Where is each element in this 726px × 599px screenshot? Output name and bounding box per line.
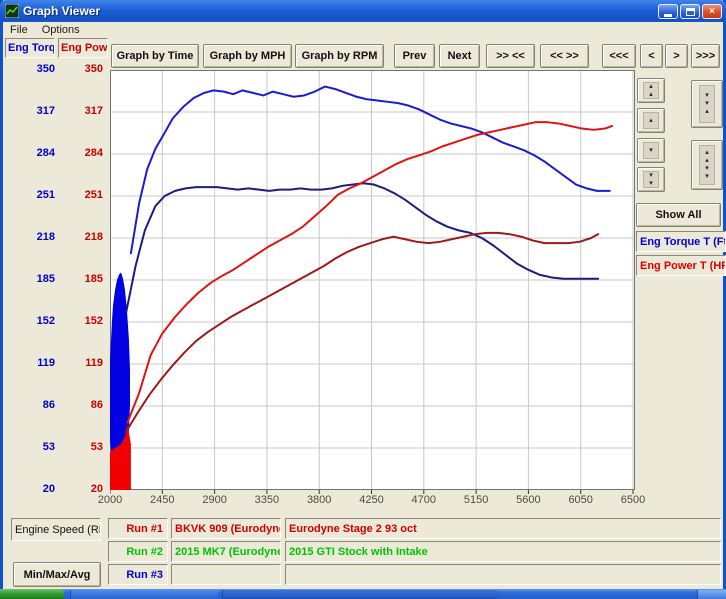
rpm-tick-label: 5150 — [463, 494, 489, 506]
y-range-expand-button[interactable]: ▴ ▴ ▾ ▾ — [691, 140, 723, 190]
power-tick-label: 218 — [84, 231, 103, 243]
close-button[interactable]: × — [702, 4, 722, 19]
run1-file-field[interactable]: BKVK 909 (Eurodyne, B — [171, 518, 281, 539]
run3-file-field[interactable] — [171, 564, 281, 585]
chevron-up-icon: ▴ — [643, 112, 659, 129]
rpm-tick-label: 2900 — [202, 494, 227, 506]
rpm-tick-label: 3350 — [254, 494, 280, 506]
chevrons-up-down-icon: ▴ ▴ ▾ ▾ — [699, 145, 715, 185]
menu-options[interactable]: Options — [41, 23, 80, 36]
next-button[interactable]: Next — [439, 44, 480, 68]
torque-tick-label: 86 — [42, 399, 55, 411]
y-scale-down-button[interactable]: ▾ — [637, 138, 665, 163]
torque-tick-label: 152 — [36, 315, 55, 327]
graph-by-mph-button[interactable]: Graph by MPH — [203, 44, 292, 68]
torque-tick-label: 185 — [36, 273, 55, 285]
rpm-tick-label: 3800 — [306, 494, 332, 506]
power-tick-label: 185 — [84, 273, 103, 285]
taskbar-item[interactable] — [222, 590, 497, 599]
run1-desc-field[interactable]: Eurodyne Stage 2 93 oct — [285, 518, 721, 539]
prev-button[interactable]: Prev — [394, 44, 435, 68]
power-tick-label: 317 — [84, 105, 103, 117]
app-icon — [5, 4, 19, 18]
power-axis-box: Eng Power — [58, 38, 108, 58]
power-tick-label: 20 — [90, 483, 103, 495]
run3-label: Run #3 — [108, 564, 168, 585]
power-tick-label: 350 — [84, 63, 103, 75]
close-icon: × — [709, 6, 715, 17]
rpm-tick-label: 5600 — [516, 494, 541, 506]
rpm-tick-label: 2450 — [150, 494, 175, 506]
maximize-icon — [685, 7, 695, 16]
torque-tick-label: 284 — [36, 147, 55, 159]
scroll-far-right-button[interactable]: >>> — [691, 44, 720, 68]
power-tick-label: 119 — [85, 357, 103, 369]
torque-axis-box: Eng Torque — [5, 38, 55, 58]
y-scale-up-fast-button[interactable]: ▴ ▴ — [637, 78, 665, 103]
power-tick-label: 86 — [90, 399, 103, 411]
double-chevron-up-icon: ▴ ▴ — [643, 82, 659, 99]
menu-bar: File Options — [3, 22, 723, 37]
power-tick-label: 53 — [90, 441, 103, 453]
power-tick-label: 152 — [84, 315, 103, 327]
chevron-down-icon: ▾ — [643, 142, 659, 159]
rpm-tick-label: 4700 — [411, 494, 437, 506]
chevrons-down-up-icon: ▾ ▾ ▴ — [699, 85, 715, 123]
graph-by-time-button[interactable]: Graph by Time — [111, 44, 199, 68]
torque-tick-label: 218 — [36, 231, 55, 243]
torque-tick-label: 119 — [37, 357, 55, 369]
power-tick-label: 284 — [84, 147, 103, 159]
torque-tick-label: 251 — [36, 189, 55, 201]
dyno-chart-plot — [110, 70, 635, 494]
torque-tick-label: 53 — [42, 441, 55, 453]
rpm-tick-label: 2000 — [97, 494, 123, 506]
scroll-left-button[interactable]: < — [640, 44, 663, 68]
menu-file[interactable]: File — [10, 23, 28, 36]
double-chevron-down-icon: ▾ ▾ — [643, 171, 659, 188]
x-axis-name-field: Engine Speed (RPM) — [11, 518, 101, 541]
title-bar[interactable]: Graph Viewer × — [0, 0, 726, 22]
legend-torque[interactable]: Eng Torque T (Ft-lb) — [636, 231, 726, 252]
run2-label: Run #2 — [108, 541, 168, 562]
run1-label: Run #1 — [108, 518, 168, 539]
start-button[interactable] — [0, 589, 64, 599]
rpm-tick-label: 4250 — [359, 494, 384, 506]
zoom-in-x-button[interactable]: >> << — [486, 44, 535, 68]
y-scale-down-fast-button[interactable]: ▾ ▾ — [637, 167, 665, 192]
legend-power[interactable]: Eng Power T (HP) — [636, 255, 726, 276]
minimize-button[interactable] — [658, 4, 678, 19]
y-range-contract-button[interactable]: ▾ ▾ ▴ — [691, 80, 723, 128]
torque-tick-label: 350 — [36, 63, 55, 75]
minimize-icon — [664, 13, 672, 17]
power-tick-label: 251 — [84, 189, 103, 201]
scroll-right-button[interactable]: > — [665, 44, 688, 68]
taskbar — [0, 589, 726, 599]
show-all-button[interactable]: Show All — [636, 203, 721, 227]
torque-tick-label: 317 — [36, 105, 55, 117]
run3-desc-field[interactable] — [285, 564, 721, 585]
torque-tick-label: 20 — [42, 483, 55, 495]
graph-by-rpm-button[interactable]: Graph by RPM — [295, 44, 384, 68]
rpm-tick-label: 6050 — [568, 494, 593, 506]
maximize-button[interactable] — [680, 4, 700, 19]
min-max-avg-button[interactable]: Min/Max/Avg — [13, 562, 101, 587]
run2-file-field[interactable]: 2015 MK7 (Eurodyne, E — [171, 541, 281, 562]
taskbar-item[interactable] — [70, 590, 218, 599]
rpm-tick-label: 6500 — [620, 494, 646, 506]
scroll-far-left-button[interactable]: <<< — [602, 44, 636, 68]
y-scale-up-button[interactable]: ▴ — [637, 108, 665, 133]
taskbar-tray — [697, 590, 726, 599]
window-title: Graph Viewer — [23, 4, 101, 18]
zoom-out-x-button[interactable]: << >> — [540, 44, 589, 68]
run2-desc-field[interactable]: 2015 GTI Stock with Intake — [285, 541, 721, 562]
